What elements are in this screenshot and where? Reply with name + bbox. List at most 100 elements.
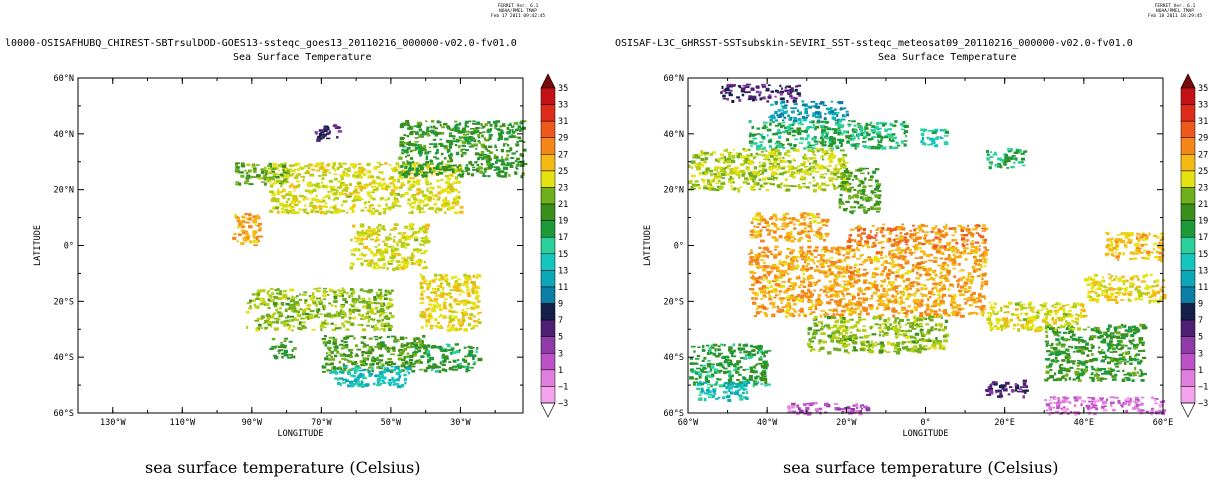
sst-data-cell (763, 158, 768, 161)
sst-data-cell (433, 156, 437, 159)
sst-data-cell (795, 295, 798, 299)
sst-data-cell (361, 252, 364, 255)
sst-data-cell (846, 184, 850, 187)
sst-data-cell (356, 348, 361, 351)
sst-data-cell (783, 170, 788, 173)
sst-data-cell (521, 126, 527, 130)
sst-data-cell (858, 167, 863, 170)
sst-data-cell (871, 192, 874, 195)
sst-data-cell (435, 370, 440, 373)
sst-data-cell (419, 144, 423, 148)
sst-data-cell (875, 211, 880, 213)
sst-data-cell (367, 319, 370, 323)
sst-data-cell (787, 128, 792, 132)
sst-data-cell (392, 178, 397, 183)
sst-data-cell (483, 153, 487, 156)
y-tick-label: 20°S (54, 297, 74, 307)
sst-data-cell (820, 120, 825, 123)
sst-data-cell (980, 284, 984, 287)
sst-data-cell (787, 114, 790, 118)
sst-data-cell (482, 172, 485, 176)
sst-data-cell (808, 236, 811, 240)
sst-data-cell (458, 322, 464, 326)
sst-data-cell (362, 173, 367, 177)
sst-data-cell (397, 385, 402, 389)
sst-data-cell (793, 167, 798, 170)
sst-data-cell (271, 167, 277, 170)
sst-data-cell (351, 361, 356, 365)
sst-data-cell (813, 143, 816, 147)
sst-data-cell (843, 181, 849, 183)
sst-data-cell (268, 294, 273, 297)
sst-data-cell (484, 170, 487, 173)
sst-data-cell (467, 322, 471, 327)
sst-data-cell (838, 265, 842, 268)
sst-data-cell (473, 324, 479, 327)
sst-data-cell (867, 138, 872, 141)
sst-data-cell (768, 94, 772, 97)
sst-data-cell (439, 347, 443, 351)
sst-data-cell (474, 152, 479, 154)
sst-data-cell (380, 258, 385, 262)
sst-data-cell (285, 172, 291, 175)
sst-data-cell (342, 297, 347, 301)
sst-data-cell (782, 110, 788, 114)
sst-data-cell (357, 297, 361, 300)
sst-data-cell (737, 189, 741, 193)
sst-data-cell (336, 208, 339, 210)
sst-data-cell (390, 365, 394, 368)
sst-data-cell (803, 112, 807, 115)
sst-data-cell (405, 262, 410, 266)
sst-data-cell (766, 134, 769, 137)
sst-data-cell (400, 144, 405, 147)
sst-data-cell (897, 251, 903, 255)
sst-data-cell (436, 121, 442, 124)
sst-data-cell (488, 166, 492, 170)
sst-data-cell (366, 234, 371, 238)
chart-subtitle: Sea Surface Temperature (878, 52, 1017, 63)
sst-data-cell (800, 123, 804, 126)
colorbar-band (540, 369, 556, 387)
sst-data-cell (385, 203, 388, 207)
sst-data-cell (783, 215, 786, 218)
sst-data-cell (790, 127, 794, 130)
sst-data-cell (786, 247, 791, 251)
sst-data-cell (377, 345, 383, 349)
sst-data-cell (820, 173, 824, 176)
sst-data-cell (741, 171, 746, 175)
sst-data-cell (284, 162, 287, 166)
sst-data-cell (355, 362, 358, 365)
sst-data-cell (518, 139, 523, 142)
sst-data-cell (464, 120, 470, 124)
sst-data-cell (326, 342, 331, 345)
sst-data-cell (954, 305, 959, 309)
sst-data-cell (837, 132, 841, 136)
sst-data-cell (803, 156, 808, 160)
sst-data-cell (333, 162, 336, 166)
sst-data-cell (283, 349, 289, 353)
sst-data-cell (397, 165, 402, 169)
sst-data-cell (792, 303, 797, 306)
sst-data-cell (964, 258, 968, 261)
sst-data-cell (476, 276, 479, 280)
sst-data-cell (389, 229, 395, 231)
sst-data-cell (468, 350, 474, 353)
sst-data-cell (280, 180, 284, 184)
sst-data-cell (799, 177, 805, 181)
sst-data-cell (837, 283, 842, 286)
sst-data-cell (292, 304, 296, 308)
sst-data-cell (442, 359, 445, 364)
sst-data-cell (446, 282, 451, 286)
sst-data-cell (415, 167, 420, 171)
sst-data-cell (747, 148, 751, 151)
sst-data-cell (416, 361, 420, 364)
sst-data-cell (409, 172, 413, 175)
sst-data-cell (732, 84, 736, 86)
sst-data-cell (746, 182, 750, 185)
sst-data-cell (812, 215, 816, 219)
sst-data-cell (449, 349, 454, 352)
sst-data-cell (233, 233, 236, 236)
sst-data-cell (807, 288, 811, 293)
sst-data-cell (474, 285, 479, 288)
sst-data-cell (767, 250, 772, 253)
